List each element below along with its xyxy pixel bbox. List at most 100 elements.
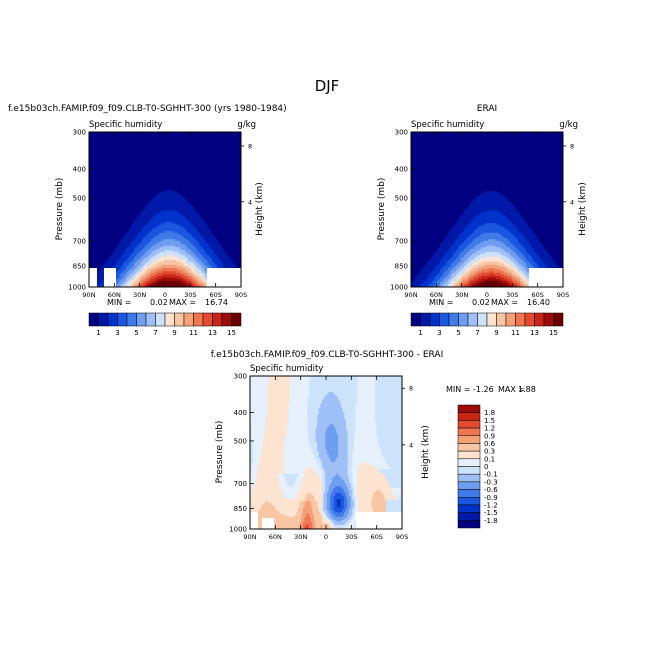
panel-diff-title: f.e15b03ch.FAMIP.f09_f09.CLB-T0-SGHHT-30… — [211, 350, 444, 360]
contour-band — [457, 263, 463, 266]
contour-band — [435, 252, 447, 254]
contour-band — [333, 508, 343, 511]
contour-band — [455, 258, 461, 261]
contour-band — [199, 285, 203, 287]
contour-band — [330, 526, 334, 529]
contour-band — [373, 508, 386, 511]
contour-band — [449, 282, 453, 285]
contour-band — [467, 252, 475, 254]
contour-band — [459, 282, 463, 285]
contour-band — [420, 285, 427, 287]
contour-band — [145, 271, 150, 274]
contour-band — [515, 268, 520, 270]
x-tick-label: 90S — [396, 533, 408, 541]
contour-band — [370, 464, 388, 466]
contour-band — [302, 523, 313, 526]
contour-band — [153, 250, 165, 253]
contour-band — [459, 236, 469, 238]
contour-band — [330, 424, 334, 426]
contour-band — [146, 285, 150, 287]
contour-band — [132, 224, 145, 227]
contour-band — [186, 261, 193, 264]
contour-band — [293, 484, 302, 487]
contour-band — [526, 282, 530, 285]
contour-band — [511, 276, 517, 278]
contour-band — [470, 255, 477, 258]
contour-band — [326, 502, 330, 505]
contour-band — [267, 388, 290, 391]
contour-band — [301, 518, 305, 521]
contour-band — [205, 258, 213, 261]
contour-band — [467, 268, 472, 270]
contour-band — [269, 379, 290, 382]
contour-band — [267, 385, 290, 388]
panel-erai-plot — [411, 132, 563, 287]
contour-band — [209, 255, 217, 258]
contour-band — [433, 269, 440, 272]
contour-band — [433, 277, 440, 280]
contour-band — [145, 284, 149, 286]
colorbar-swatch — [505, 312, 516, 327]
contour-band — [251, 436, 265, 439]
contour-band — [475, 252, 485, 254]
contour-band — [505, 228, 519, 230]
contour-band — [320, 526, 322, 529]
contour-band — [357, 376, 375, 378]
contour-band — [304, 475, 319, 478]
contour-band — [325, 488, 329, 490]
contour-band — [218, 256, 230, 259]
contour-band — [140, 242, 149, 245]
contour-band — [323, 502, 327, 505]
contour-band — [463, 248, 471, 251]
contour-band — [149, 240, 160, 243]
contour-band — [449, 231, 463, 234]
contour-band — [325, 443, 338, 446]
contour-band — [508, 229, 519, 232]
contour-band — [148, 242, 157, 245]
contour-band — [459, 279, 463, 282]
contour-band — [250, 484, 255, 487]
colorbar-swatch — [486, 312, 497, 327]
contour-band — [511, 232, 522, 235]
contour-band — [500, 240, 511, 243]
contour-band — [296, 513, 302, 516]
contour-band — [304, 505, 313, 508]
contour-band — [296, 478, 303, 481]
contour-band — [188, 263, 195, 266]
contour-band — [338, 452, 348, 455]
contour-band — [510, 240, 519, 243]
contour-band — [304, 518, 311, 521]
contour-band — [441, 285, 447, 287]
contour-band — [137, 253, 144, 256]
contour-band — [322, 516, 324, 519]
contour-band — [336, 500, 342, 503]
contour-band — [357, 475, 385, 478]
contour-band — [130, 268, 136, 270]
contour-band — [283, 454, 314, 457]
contour-band — [127, 264, 134, 267]
contour-band — [193, 256, 198, 259]
contour-band — [326, 507, 330, 510]
contour-band — [355, 404, 375, 407]
contour-band — [338, 436, 348, 439]
contour-band — [156, 258, 182, 261]
contour-band — [193, 284, 197, 286]
contour-band — [312, 505, 318, 508]
contour-band — [315, 432, 326, 434]
contour-band — [151, 261, 160, 264]
contour-band — [355, 424, 377, 426]
contour-band — [534, 250, 547, 253]
contour-band — [468, 236, 479, 238]
contour-band — [267, 393, 290, 396]
contour-band — [527, 266, 535, 269]
contour-band — [183, 277, 189, 280]
contour-band — [526, 256, 533, 259]
contour-band — [318, 475, 322, 478]
contour-band — [341, 492, 346, 495]
contour-band — [322, 520, 329, 522]
contour-band — [473, 218, 509, 221]
contour-band — [162, 271, 176, 274]
contour-band — [471, 263, 480, 266]
contour-band — [543, 263, 557, 266]
